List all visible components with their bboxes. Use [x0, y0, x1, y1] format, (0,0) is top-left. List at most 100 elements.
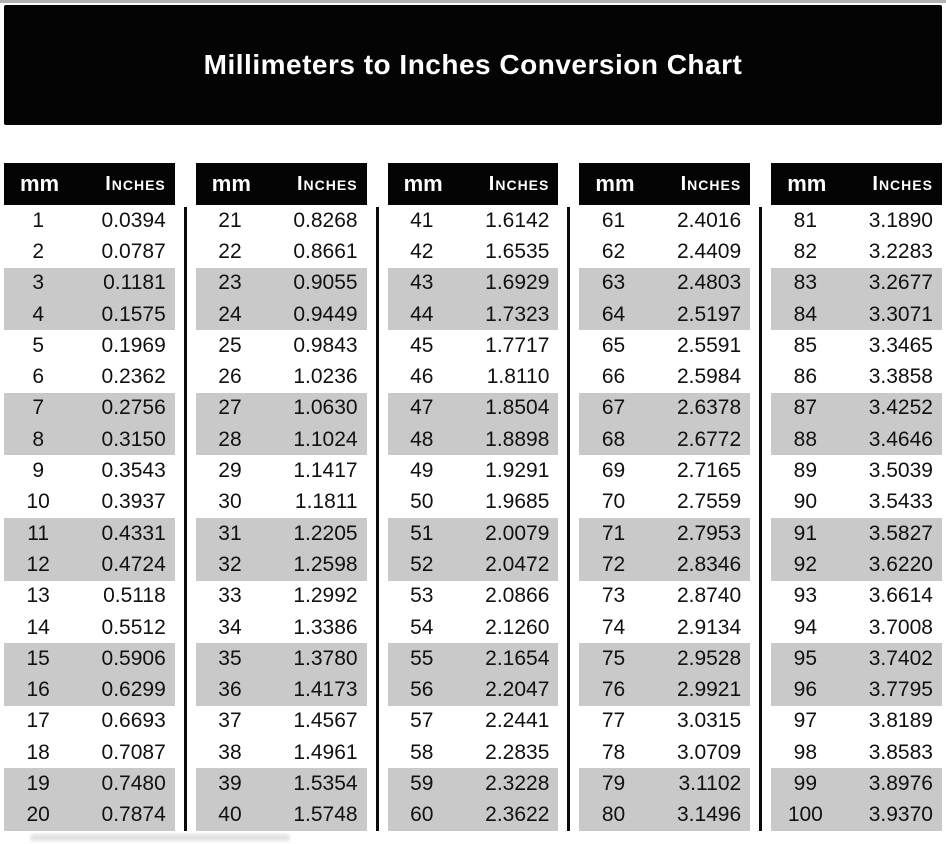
- table-row: 7 0.2756: [4, 392, 175, 425]
- mm-value: 99: [793, 771, 818, 795]
- mm-value: 70: [601, 490, 626, 514]
- inches-value: 3.4646: [868, 427, 933, 451]
- table-row: 28 1.1024: [195, 424, 367, 456]
- table-row: 6 0.2362: [4, 361, 175, 392]
- inches-value: 1.0630: [293, 396, 358, 420]
- table-row: 46 1.8110: [388, 361, 559, 392]
- table-row: 12 0.4724: [4, 549, 175, 581]
- mm-value: 39: [218, 771, 242, 795]
- inches-value: 2.6378: [676, 396, 742, 420]
- table-row: 92 3.6220: [771, 549, 942, 581]
- table-row: 93 3.6614: [771, 581, 942, 612]
- table-row: 17 0.6693: [4, 706, 175, 737]
- mm-value: 30: [218, 490, 242, 514]
- mm-value: 61: [601, 208, 626, 232]
- conversion-table: mm Inches 1 0.0394 2 0.0787 3 0.1181 4: [4, 163, 942, 831]
- mm-value: 6: [32, 365, 44, 389]
- mm-value: 2: [32, 239, 44, 263]
- mm-value: 1: [32, 208, 44, 232]
- mm-value: 14: [26, 615, 50, 639]
- mm-value: 4: [32, 302, 44, 326]
- column-group-header: mm Inches: [579, 163, 751, 205]
- table-row: 49 1.9291: [388, 455, 559, 486]
- inches-value: 1.4567: [293, 709, 358, 733]
- mm-value: 51: [410, 521, 434, 545]
- table-row: 44 1.7323: [387, 298, 559, 331]
- table-row: 76 2.9921: [579, 674, 751, 706]
- table-row: 73 2.8740: [579, 581, 750, 612]
- table-row: 86 3.3858: [771, 361, 942, 392]
- mm-value: 11: [27, 521, 50, 545]
- mm-value: 95: [793, 646, 818, 670]
- mm-value: 80: [601, 803, 626, 827]
- inches-value: 1.5748: [293, 803, 358, 827]
- inches-value: 3.0709: [676, 740, 742, 764]
- table-row: 24 0.9449: [195, 298, 367, 331]
- table-row: 60 2.3622: [387, 799, 559, 831]
- inches-value: 2.2835: [485, 740, 550, 764]
- column-group-header: mm Inches: [4, 163, 175, 205]
- inches-value: 3.7008: [868, 615, 933, 639]
- mm-value: 48: [410, 427, 434, 451]
- inches-value: 0.9843: [293, 333, 358, 357]
- mm-value: 65: [601, 333, 626, 357]
- table-row: 43 1.6929: [387, 267, 559, 299]
- inches-value: 3.9370: [868, 803, 933, 827]
- table-row: 29 1.1417: [196, 455, 367, 486]
- inches-value: 2.9134: [676, 615, 742, 639]
- table-row: 34 1.3386: [196, 612, 367, 643]
- table-row: 31 1.2205: [195, 517, 367, 550]
- table-row: 67 2.6378: [579, 392, 751, 425]
- mm-value: 83: [793, 271, 818, 295]
- inches-value: 1.8898: [485, 427, 550, 451]
- mm-value: 87: [793, 396, 818, 420]
- table-column-group: mm Inches 21 0.8268 22 0.8661 23 0.9055 …: [195, 163, 379, 831]
- mm-value: 82: [793, 239, 818, 263]
- inches-column-header: Inches: [872, 172, 933, 195]
- mm-value: 17: [26, 709, 50, 733]
- mm-value: 71: [601, 521, 626, 545]
- table-row: 13 0.5118: [4, 581, 175, 612]
- mm-value: 44: [410, 302, 434, 326]
- table-row: 54 2.1260: [388, 612, 559, 643]
- inches-value: 2.7953: [676, 521, 742, 545]
- table-row: 14 0.5512: [4, 612, 175, 643]
- inches-value: 0.3937: [101, 490, 166, 514]
- table-row: 70 2.7559: [579, 487, 750, 518]
- mm-value: 15: [26, 646, 50, 670]
- mm-value: 63: [601, 271, 626, 295]
- table-row: 4 0.1575: [4, 298, 175, 331]
- inches-value: 3.5433: [868, 490, 933, 514]
- table-row: 57 2.2441: [388, 706, 559, 737]
- inches-value: 3.8189: [868, 709, 933, 733]
- inches-value: 0.1969: [101, 333, 166, 357]
- inches-value: 0.9449: [293, 302, 358, 326]
- inches-value: 0.7480: [101, 771, 166, 795]
- table-row: 97 3.8189: [771, 706, 942, 737]
- table-row: 62 2.4409: [579, 236, 750, 267]
- mm-column-header: mm: [595, 171, 635, 196]
- column-group-rows: 21 0.8268 22 0.8661 23 0.9055 24 0.9449 …: [195, 205, 367, 831]
- inches-value: 2.0472: [485, 552, 550, 576]
- inches-value: 2.1260: [485, 615, 550, 639]
- table-row: 89 3.5039: [771, 455, 942, 486]
- inches-value: 0.9055: [293, 271, 358, 295]
- table-row: 41 1.6142: [388, 205, 559, 236]
- mm-value: 81: [793, 208, 818, 232]
- mm-value: 46: [410, 365, 434, 389]
- table-row: 64 2.5197: [579, 298, 751, 331]
- inches-value: 2.7165: [676, 459, 742, 483]
- inches-value: 3.8976: [868, 771, 933, 795]
- table-row: 50 1.9685: [388, 487, 559, 518]
- table-column-group: mm Inches 1 0.0394 2 0.0787 3 0.1181 4: [4, 163, 187, 831]
- inches-value: 3.5039: [868, 459, 933, 483]
- inches-value: 3.6220: [868, 552, 933, 576]
- mm-value: 96: [793, 678, 818, 702]
- column-group-rows: 81 3.1890 82 3.2283 83 3.2677 84 3.3071 …: [771, 205, 942, 831]
- mm-value: 18: [26, 740, 50, 764]
- mm-value: 73: [601, 584, 626, 608]
- scan-artifact-smudge: [30, 834, 290, 841]
- table-row: 99 3.8976: [771, 768, 942, 800]
- mm-value: 64: [601, 302, 626, 326]
- table-row: 55 2.1654: [387, 643, 559, 675]
